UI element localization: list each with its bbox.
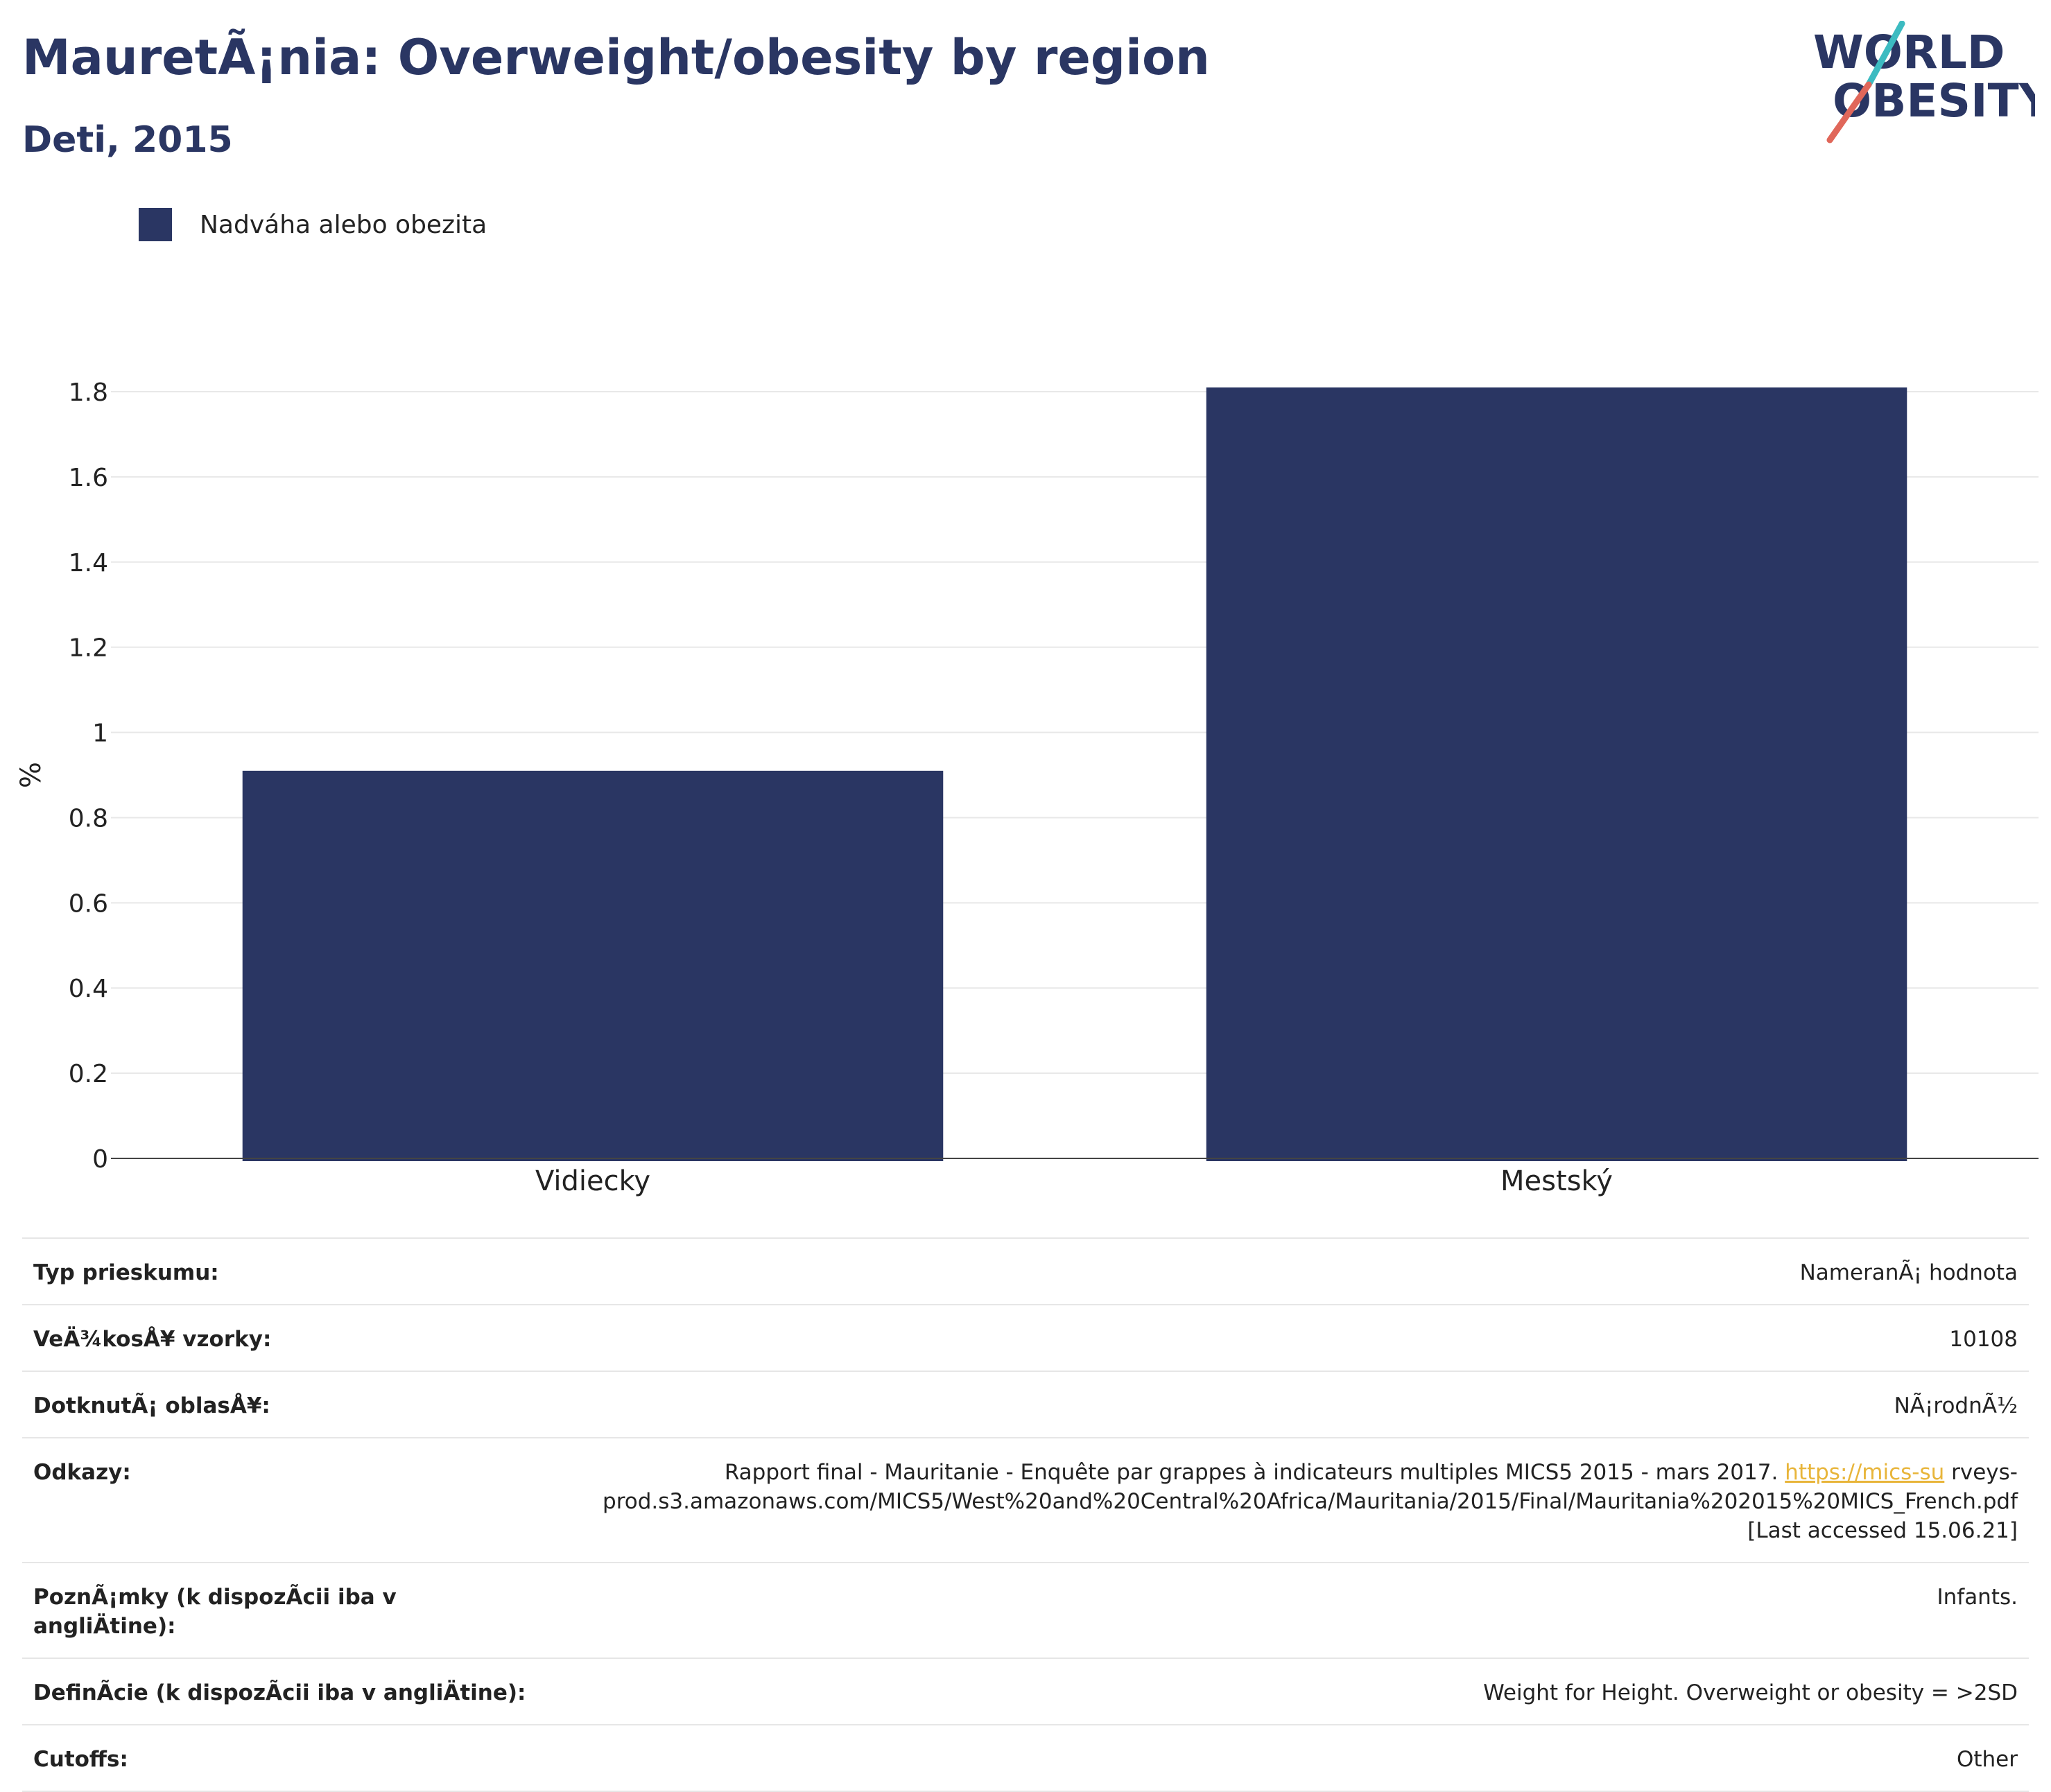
svg-text:WORLD: WORLD [1813,26,2005,79]
page-subtitle: Deti, 2015 [22,119,233,161]
info-label: Odkazy: [33,1460,131,1485]
y-tick-label: 0.6 [69,889,108,918]
info-row-survey-type: Typ prieskumu: NameranÃ¡ hodnota [22,1239,2029,1305]
info-row-cutoffs: Cutoffs: Other [22,1725,2029,1792]
bar-2 [1206,387,1907,1162]
info-label: DefinÃcie (k dispozÃcii iba v angliÄtine… [33,1680,526,1705]
info-value: NÃ¡rodnÃ½ [1894,1393,2018,1418]
y-tick-label: 1.8 [69,379,108,407]
info-value: 10108 [1949,1327,2018,1352]
info-value: Weight for Height. Overweight or obesity… [1483,1680,2018,1705]
page-title: MauretÃ¡nia: Overweight/obesity by regio… [22,29,1210,86]
info-value: Infants. [1937,1585,2018,1610]
reference-text: Rapport final - Mauritanie - Enquête par… [724,1460,1779,1485]
info-label: PoznÃ¡mky (k dispozÃcii iba v angliÄtine… [33,1585,397,1639]
reference-url-rest: rveys-prod.s3.amazonaws.com/MICS5/West%2… [603,1460,2018,1514]
x-tick-label: Vidiecky [535,1165,650,1197]
info-value: Rapport final - Mauritanie - Enquête par… [541,1458,2018,1545]
info-row-area: DotknutÃ¡ oblasÅ¥: NÃ¡rodnÃ½ [22,1372,2029,1438]
info-label: Cutoffs: [33,1747,128,1772]
chart-legend: Nadváha alebo obezita [139,205,487,244]
y-axis-label: % [15,762,47,788]
y-tick-label: 0.8 [69,804,108,833]
svg-text:OBESITY: OBESITY [1833,74,2035,128]
info-row-references: Odkazy: Rapport final - Mauritanie - Enq… [22,1438,2029,1563]
x-tick-label: Mestský [1500,1165,1613,1197]
y-tick-label: 1.4 [69,549,108,577]
info-row-sample-size: VeÄ¾kosÅ¥ vzorky: 10108 [22,1305,2029,1372]
info-label: Typ prieskumu: [33,1260,219,1285]
y-tick-label: 0 [92,1145,108,1174]
y-tick-label: 0.2 [69,1060,108,1088]
y-tick-label: 1.2 [69,634,108,663]
y-tick-labels: 0 0.2 0.4 0.6 0.8 1 1.2 1.4 1.6 1.8 [69,379,108,1174]
reference-link[interactable]: https://mics-su [1785,1460,1945,1485]
y-tick-label: 0.4 [69,975,108,1003]
info-value: NameranÃ¡ hodnota [1799,1260,2018,1285]
x-tick-labels: Vidiecky Mestský [535,1165,1613,1197]
legend-swatch [139,208,172,241]
bar-1 [242,770,944,1161]
info-row-notes: PoznÃ¡mky (k dispozÃcii iba v angliÄtine… [22,1563,2029,1659]
info-label: VeÄ¾kosÅ¥ vzorky: [33,1327,272,1352]
reference-accessed: [Last accessed 15.06.21] [1747,1518,2018,1543]
info-value: Other [1956,1747,2018,1772]
info-row-definition: DefinÃcie (k dispozÃcii iba v angliÄtine… [22,1659,2029,1725]
bars [242,387,1907,1162]
info-label: DotknutÃ¡ oblasÅ¥: [33,1393,270,1418]
y-tick-label: 1.6 [69,464,108,492]
survey-info-table: Typ prieskumu: NameranÃ¡ hodnota VeÄ¾kos… [22,1237,2029,1792]
y-tick-label: 1 [92,720,108,748]
bar-chart: 0 0.2 0.4 0.6 0.8 1 1.2 1.4 1.6 1.8 Vidiecky Mests… [15,379,2039,1197]
world-obesity-logo: WORLD OBESITY [1813,21,2035,143]
legend-label: Nadváha alebo obezita [200,210,487,239]
